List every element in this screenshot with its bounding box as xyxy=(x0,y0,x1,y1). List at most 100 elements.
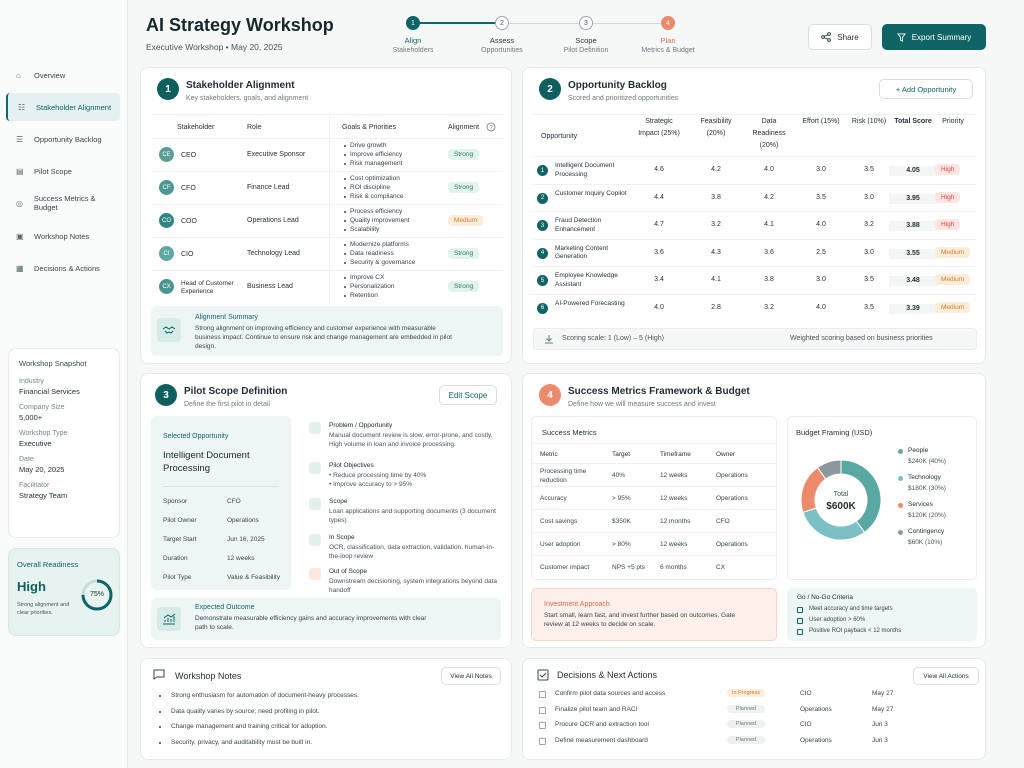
sidebar-item-overview[interactable]: ⌂ Overview xyxy=(6,61,120,89)
step-label-3[interactable]: Scope xyxy=(575,36,597,45)
step-circle-4[interactable]: 4 xyxy=(661,16,675,30)
metrics-cell: CFO xyxy=(716,518,730,525)
action-owner: Operations xyxy=(800,705,832,713)
action-row[interactable]: Finalize pilot team and RACI Planned Opera… xyxy=(523,704,987,721)
filter-icon xyxy=(896,32,906,42)
opportunity-row[interactable]: 2 Customer Inquiry Copilot 4.4 3.8 4.2 3.5 3.0… xyxy=(533,183,977,211)
sidebar-item-workshop-notes[interactable]: ▣ Workshop Notes xyxy=(6,222,120,250)
metrics-cell: 12 weeks xyxy=(660,472,688,479)
readiness-percent: 75% xyxy=(89,591,104,598)
step-label-4[interactable]: Plan xyxy=(660,36,676,45)
sidebar-item-label: Pilot Scope xyxy=(34,166,72,176)
bullet xyxy=(159,726,161,728)
metrics-cell: Cost savings xyxy=(540,518,578,525)
step-sub-1: Stakeholders xyxy=(392,47,434,54)
snapshot-title: Workshop Snapshot xyxy=(19,359,87,368)
edit-scope-button[interactable]: Edit Scope xyxy=(439,385,497,405)
score-cell: 3.5 xyxy=(864,166,874,173)
pilot-field-label: Duration xyxy=(163,555,188,562)
action-checkbox[interactable] xyxy=(539,737,546,745)
weighted-note: Weighted scoring based on business prior… xyxy=(790,335,933,342)
metrics-row[interactable]: Accuracy > 95% 12 weeks Operations xyxy=(532,486,776,509)
sidebar-item-label: Opportunity Backlog xyxy=(34,134,102,144)
action-row[interactable]: Procure OCR and extraction tool Planned CI… xyxy=(523,720,987,736)
opportunity-row[interactable]: 6 AI-Powered Forecasting 4.0 2.8 3.2 4.0 3.5 3.… xyxy=(533,293,977,321)
step-circle-2[interactable]: 2 xyxy=(495,16,509,30)
alignment-summary: Alignment Summary Strong alignment on im… xyxy=(151,306,503,356)
goal-item: Security & governance xyxy=(350,259,416,266)
pilot-field-value: Jun 16, 2025 xyxy=(227,536,265,543)
step-circle-1[interactable]: 1 xyxy=(406,16,420,30)
share-button[interactable]: Share xyxy=(808,24,872,50)
metrics-row[interactable]: Cost savings $350K 12 months CFO xyxy=(532,509,776,532)
opportunity-row[interactable]: 4 Marketing Content Generation 3.6 4.3 3.6 2.… xyxy=(533,238,977,266)
sidebar-item-label: Overview xyxy=(34,70,66,80)
metrics-row[interactable]: Customer impact NPS +5 pts 6 months CX xyxy=(532,555,776,578)
alignment-badge: Strong xyxy=(448,149,480,160)
total-score: 3.55 xyxy=(889,248,937,259)
target-icon: ◎ xyxy=(16,198,23,208)
chart-up-icon xyxy=(157,607,181,631)
step-sub-3: Pilot Definition xyxy=(563,47,609,54)
opportunity-row[interactable]: 3 Fraud Detection Enhancement 4.7 3.2 4.1 4.0… xyxy=(533,211,977,238)
avatar: CE xyxy=(159,147,174,162)
svg-text:?: ? xyxy=(489,126,493,132)
action-row[interactable]: Define measurement dashboard Planned Opera… xyxy=(523,735,987,752)
scope-item-text: • Reduce processing time by 40% • Improv… xyxy=(329,472,427,488)
metrics-row[interactable]: User adoption > 80% 12 weeks Operations xyxy=(532,532,776,555)
pilot-field-label: Pilot Owner xyxy=(163,517,197,524)
metrics-row[interactable]: Processing time reduction 40% 12 weeks Oper… xyxy=(532,463,776,486)
action-checkbox[interactable] xyxy=(539,722,546,729)
stakeholder-row[interactable]: CO COO Operations Lead Process efficiency Qu… xyxy=(151,204,503,237)
action-checkbox[interactable] xyxy=(539,691,546,698)
metrics-cell: 40% xyxy=(612,472,626,479)
opportunity-row[interactable]: 5 Employee Knowledge Assistant 3.4 4.1 3.8 3.… xyxy=(533,266,977,293)
score-cell: 4.0 xyxy=(764,166,774,173)
goal-item: Modernize platforms xyxy=(350,241,409,248)
stakeholder-role: Business Lead xyxy=(247,283,293,290)
action-due: Jun 3 xyxy=(872,721,888,728)
info-icon[interactable]: ? xyxy=(486,122,496,132)
priority-badge: Medium xyxy=(935,301,971,313)
export-label: Export Summary xyxy=(911,32,972,42)
score-cell: 3.5 xyxy=(864,276,874,283)
add-opportunity-button[interactable]: + Add Opportunity xyxy=(879,79,973,99)
action-checkbox[interactable] xyxy=(539,706,546,714)
step-label-2[interactable]: Assess xyxy=(489,36,515,45)
section-subtitle: Key stakeholders, goals, and alignment xyxy=(186,95,309,102)
step-circle-3[interactable]: 3 xyxy=(579,16,593,30)
opportunity-row[interactable]: 1 Intelligent Document Processing 4.6 4.2 4.… xyxy=(533,156,977,183)
sidebar-item-pilot-scope[interactable]: ▤ Pilot Scope xyxy=(6,157,120,185)
sidebar-item-stakeholder-alignment[interactable]: ☷ Stakeholder Alignment xyxy=(6,93,120,121)
section-subtitle: Scored and prioritized opportunities xyxy=(568,95,679,102)
legend-amount: $240K (40%) xyxy=(908,458,946,465)
stakeholder-row[interactable]: CF CFO Finance Lead Cost optimization ROI di… xyxy=(151,171,503,204)
action-text: Finalize pilot team and RACI xyxy=(555,705,638,713)
stakeholder-name: COO xyxy=(181,218,197,225)
avatar: CI xyxy=(159,246,174,261)
sidebar-item-opportunity-backlog[interactable]: ☰ Opportunity Backlog xyxy=(6,125,120,153)
export-summary-button[interactable]: Export Summary xyxy=(882,24,986,50)
budget-total-label: Total xyxy=(833,491,849,498)
investment-approach: Investment Approach Start small, learn f… xyxy=(531,588,777,641)
stakeholder-row[interactable]: CX Head of Customer Experience Business Le… xyxy=(151,270,503,303)
section-number: 1 xyxy=(157,78,179,100)
score-cell: 4.4 xyxy=(654,193,664,201)
action-owner: CIO xyxy=(800,690,812,697)
section-subtitle: Define how we will measure success and i… xyxy=(568,401,716,408)
view-all-notes-button[interactable]: View All Notes xyxy=(441,667,501,685)
bullet xyxy=(344,244,346,246)
view-all-actions-button[interactable]: View All Actions xyxy=(913,667,979,685)
stakeholder-role: Operations Lead xyxy=(247,217,299,224)
metrics-col-header: Target xyxy=(612,451,631,458)
bullet xyxy=(344,211,346,213)
avatar: CF xyxy=(159,180,174,195)
check-box-icon xyxy=(797,629,803,635)
action-row[interactable]: Confirm pilot data sources and access In … xyxy=(523,689,987,705)
score-cell: 4.1 xyxy=(764,221,774,228)
stakeholder-row[interactable]: CE CEO Executive Sponsor Drive growth Improv… xyxy=(151,138,503,171)
step-label-1[interactable]: Align xyxy=(404,36,422,45)
sidebar-item-success-metrics-budget[interactable]: ◎ Success Metrics & Budget xyxy=(6,189,120,217)
sidebar-item-decisions-actions[interactable]: ▦ Decisions & Actions xyxy=(6,254,120,282)
stakeholder-row[interactable]: CI CIO Technology Lead Modernize platforms D… xyxy=(151,237,503,270)
